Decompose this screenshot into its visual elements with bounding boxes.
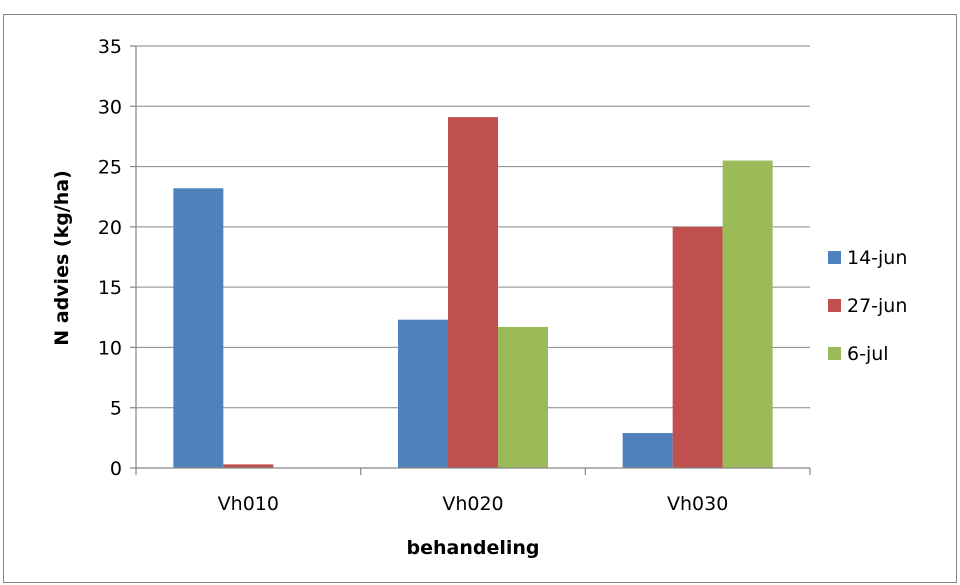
legend-label: 27-jun	[847, 295, 907, 317]
y-tick-label: 25	[98, 157, 122, 179]
bar-14-jun-Vh020	[398, 319, 448, 468]
y-tick-label: 5	[110, 398, 122, 420]
legend-label: 14-jun	[847, 247, 907, 269]
axes	[135, 46, 810, 469]
y-tick-label: 10	[98, 337, 122, 359]
y-axis-title: N advies (kg/ha)	[51, 170, 73, 346]
bar-27-jun-Vh010	[223, 464, 274, 468]
y-tick-label: 20	[98, 217, 122, 239]
y-tick-label: 15	[98, 277, 122, 299]
legend-swatch	[828, 347, 841, 360]
y-axis-ticks: 0 5 10 15 20 25 30 35	[98, 36, 136, 480]
x-axis-title: behandeling	[407, 537, 540, 559]
bar-27-jun-Vh030	[672, 226, 723, 468]
bars	[173, 117, 773, 469]
y-tick-label: 30	[98, 96, 122, 118]
legend-label: 6-jul	[847, 343, 889, 365]
y-tick-label: 0	[110, 458, 122, 480]
y-tick-label: 35	[98, 36, 122, 58]
x-axis-ticks: Vh010 Vh020 Vh030	[135, 468, 811, 515]
bar-14-jun-Vh030	[622, 433, 673, 468]
x-tick-label: Vh030	[667, 493, 728, 515]
x-tick-label: Vh010	[218, 493, 279, 515]
bar-6-jul-Vh020	[498, 326, 548, 468]
legend-swatch	[828, 299, 841, 312]
legend: 14-jun 27-jun 6-jul	[828, 247, 907, 365]
x-tick-label: Vh020	[442, 493, 503, 515]
bar-14-jun-Vh010	[173, 188, 224, 468]
bar-27-jun-Vh020	[448, 117, 498, 468]
bar-6-jul-Vh030	[722, 160, 773, 469]
legend-swatch	[828, 251, 841, 264]
